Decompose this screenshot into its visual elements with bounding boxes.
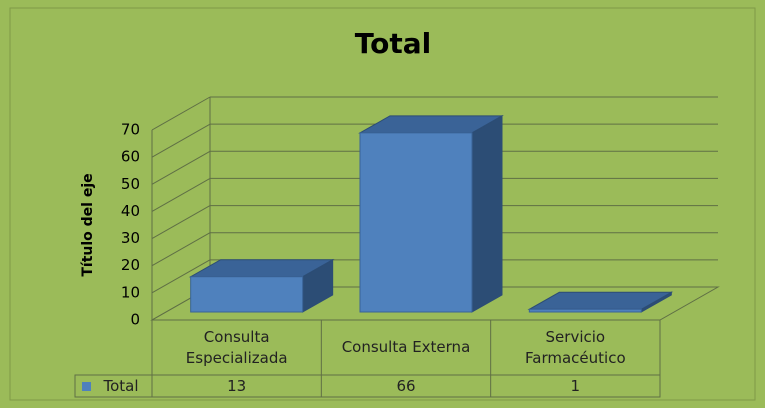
grid-line-side — [151, 123, 211, 158]
grid-line-side — [151, 96, 211, 131]
bar — [190, 276, 304, 313]
grid-line-side — [151, 205, 211, 240]
grid-line-side — [151, 177, 211, 212]
category-label: Servicio Farmacéutico — [525, 327, 626, 367]
legend-swatch — [82, 382, 91, 391]
y-tick-label: 50 — [121, 175, 140, 193]
category-label: Consulta Especializada — [185, 327, 288, 367]
category-label: Consulta Externa — [341, 338, 471, 356]
value-cell: 1 — [570, 376, 581, 395]
bar — [359, 132, 473, 313]
y-tick-label: 0 — [130, 311, 140, 329]
y-tick-label: 70 — [121, 121, 140, 139]
grid-line-side — [151, 150, 211, 185]
y-axis-title: Título del eje — [80, 173, 96, 276]
legend-label: Total — [103, 376, 139, 395]
bar-side — [471, 114, 503, 313]
y-tick-label: 20 — [121, 256, 140, 274]
y-tick-label: 30 — [121, 229, 140, 247]
chart-title: Total — [355, 27, 432, 60]
y-tick-label: 40 — [121, 202, 140, 220]
grid-line-side — [151, 259, 211, 294]
y-tick-label: 60 — [121, 148, 140, 166]
y-tick-label: 10 — [121, 283, 140, 301]
grid-line-side — [151, 232, 211, 267]
bar — [528, 308, 642, 313]
value-cell: 13 — [227, 376, 247, 395]
value-cell: 66 — [396, 376, 416, 395]
chart-border — [9, 7, 756, 401]
